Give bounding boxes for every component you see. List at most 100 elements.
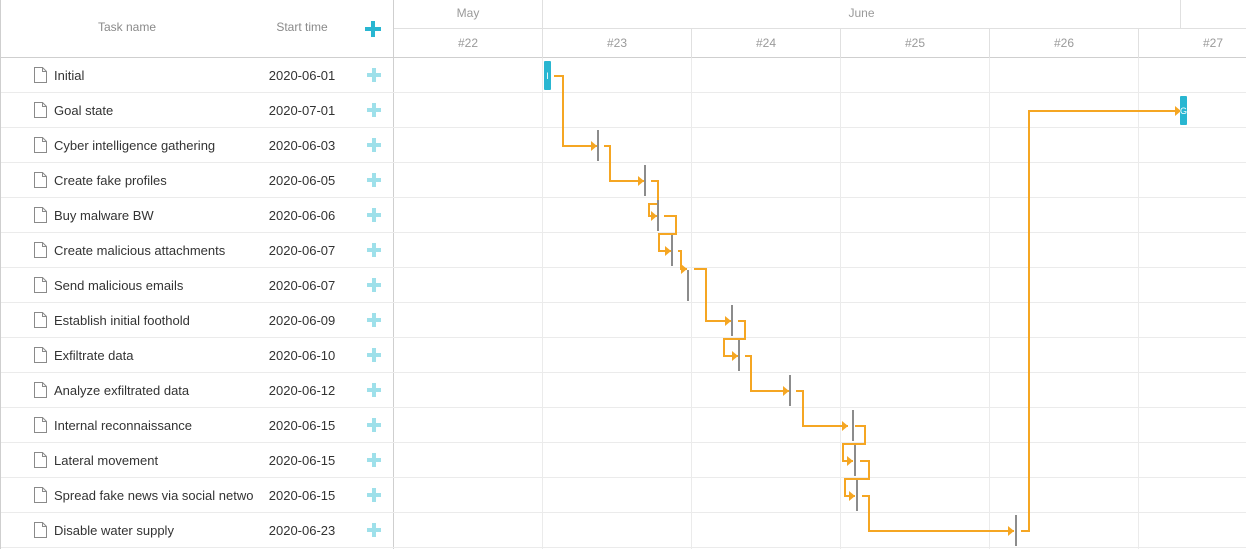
dependency-link xyxy=(796,390,848,427)
task-start-date: 2020-06-06 xyxy=(268,208,336,223)
table-row[interactable]: Goal state 2020-07-01 xyxy=(1,93,394,128)
dependency-link xyxy=(842,425,866,462)
task-name: Goal state xyxy=(54,103,114,118)
dependency-link xyxy=(648,180,659,217)
file-icon xyxy=(34,67,47,83)
task-bar-label[interactable]: I xyxy=(546,71,549,81)
add-subtask-plus-icon[interactable] xyxy=(367,348,381,362)
task-start-date: 2020-06-10 xyxy=(268,348,336,363)
file-icon xyxy=(34,137,47,153)
task-name: Cyber intelligence gathering xyxy=(54,138,216,153)
task-name: Disable water supply xyxy=(54,523,174,538)
add-task-plus-icon[interactable] xyxy=(365,21,381,37)
add-subtask-plus-icon[interactable] xyxy=(367,138,381,152)
dependency-link xyxy=(694,268,731,322)
file-icon xyxy=(34,382,47,398)
link-arrow-head xyxy=(651,211,657,221)
link-arrow-head xyxy=(591,141,597,151)
link-arrow-head xyxy=(681,264,687,274)
link-arrow-head xyxy=(842,421,848,431)
add-subtask-plus-icon[interactable] xyxy=(367,208,381,222)
file-icon xyxy=(34,102,47,118)
task-start-date: 2020-06-01 xyxy=(268,68,336,83)
task-start-date: 2020-06-15 xyxy=(268,453,336,468)
add-subtask-plus-icon[interactable] xyxy=(367,313,381,327)
table-row[interactable]: Disable water supply 2020-06-23 xyxy=(1,513,394,548)
table-row[interactable]: Send malicious emails 2020-06-07 xyxy=(1,268,394,303)
table-row[interactable]: Lateral movement 2020-06-15 xyxy=(1,443,394,478)
file-icon xyxy=(34,347,47,363)
dependency-link xyxy=(604,145,644,182)
table-row[interactable]: Initial 2020-06-01 xyxy=(1,58,394,93)
table-row[interactable]: Cyber intelligence gathering 2020-06-03 xyxy=(1,128,394,163)
dependency-link xyxy=(844,460,870,497)
add-subtask-plus-icon[interactable] xyxy=(367,523,381,537)
week-label: #24 xyxy=(692,29,841,58)
month-label: June xyxy=(543,0,1181,29)
link-arrow-head xyxy=(849,491,855,501)
grid-header: Task name Start time xyxy=(1,0,394,58)
task-name: Lateral movement xyxy=(54,453,159,468)
add-subtask-plus-icon[interactable] xyxy=(367,243,381,257)
add-subtask-plus-icon[interactable] xyxy=(367,383,381,397)
task-name: Buy malware BW xyxy=(54,208,154,223)
table-row[interactable]: Internal reconnaissance 2020-06-15 xyxy=(1,408,394,443)
file-icon xyxy=(34,452,47,468)
add-subtask-plus-icon[interactable] xyxy=(367,278,381,292)
link-arrow-head xyxy=(638,176,644,186)
task-start-date: 2020-06-05 xyxy=(268,173,336,188)
month-label: May xyxy=(394,0,543,29)
task-start-date: 2020-07-01 xyxy=(268,103,336,118)
link-arrow-head xyxy=(665,246,671,256)
add-subtask-plus-icon[interactable] xyxy=(367,173,381,187)
task-name: Exfiltrate data xyxy=(54,348,134,363)
grid-rows: Initial 2020-06-01 Goal state 2020-07-01 Cyb… xyxy=(1,58,394,548)
column-header-task-name[interactable]: Task name xyxy=(97,20,157,34)
add-subtask-plus-icon[interactable] xyxy=(367,418,381,432)
table-row[interactable]: Establish initial foothold 2020-06-09 xyxy=(1,303,394,338)
add-subtask-plus-icon[interactable] xyxy=(367,68,381,82)
task-start-date: 2020-06-07 xyxy=(268,243,336,258)
link-arrow-head xyxy=(847,456,853,466)
week-label: #25 xyxy=(841,29,990,58)
file-icon xyxy=(34,172,47,188)
link-arrow-head xyxy=(732,351,738,361)
task-name: Initial xyxy=(54,68,85,83)
dependency-link xyxy=(1021,110,1181,532)
file-icon xyxy=(34,487,47,503)
task-start-date: 2020-06-09 xyxy=(268,313,336,328)
week-label: #22 xyxy=(394,29,543,58)
file-icon xyxy=(34,277,47,293)
dependency-link xyxy=(723,320,746,357)
link-arrow-head xyxy=(1008,526,1014,536)
table-row[interactable]: Buy malware BW 2020-06-06 xyxy=(1,198,394,233)
task-bar[interactable] xyxy=(1180,96,1187,125)
dependency-link xyxy=(862,495,1014,532)
table-row[interactable]: Exfiltrate data 2020-06-10 xyxy=(1,338,394,373)
file-icon xyxy=(34,242,47,258)
timeline-chart: IG xyxy=(394,58,1246,549)
add-subtask-plus-icon[interactable] xyxy=(367,103,381,117)
table-row[interactable]: Create malicious attachments 2020-06-07 xyxy=(1,233,394,268)
file-icon xyxy=(34,312,47,328)
dependency-link xyxy=(554,75,597,147)
file-icon xyxy=(34,417,47,433)
task-start-date: 2020-06-07 xyxy=(268,278,336,293)
month-scale: May June xyxy=(394,0,1246,29)
table-row[interactable]: Create fake profiles 2020-06-05 xyxy=(1,163,394,198)
file-icon xyxy=(34,207,47,223)
link-arrow-head xyxy=(1175,106,1181,116)
add-subtask-plus-icon[interactable] xyxy=(367,488,381,502)
task-name: Establish initial foothold xyxy=(54,313,190,328)
table-row[interactable]: Spread fake news via social network 2020-… xyxy=(1,478,394,513)
table-row[interactable]: Analyze exfiltrated data 2020-06-12 xyxy=(1,373,394,408)
task-bar[interactable] xyxy=(544,61,551,90)
task-start-date: 2020-06-03 xyxy=(268,138,336,153)
column-header-start-time[interactable]: Start time xyxy=(276,20,328,34)
add-subtask-plus-icon[interactable] xyxy=(367,453,381,467)
link-arrow-head xyxy=(725,316,731,326)
dependency-link xyxy=(745,355,789,392)
task-bar-label[interactable]: G xyxy=(1180,106,1187,116)
